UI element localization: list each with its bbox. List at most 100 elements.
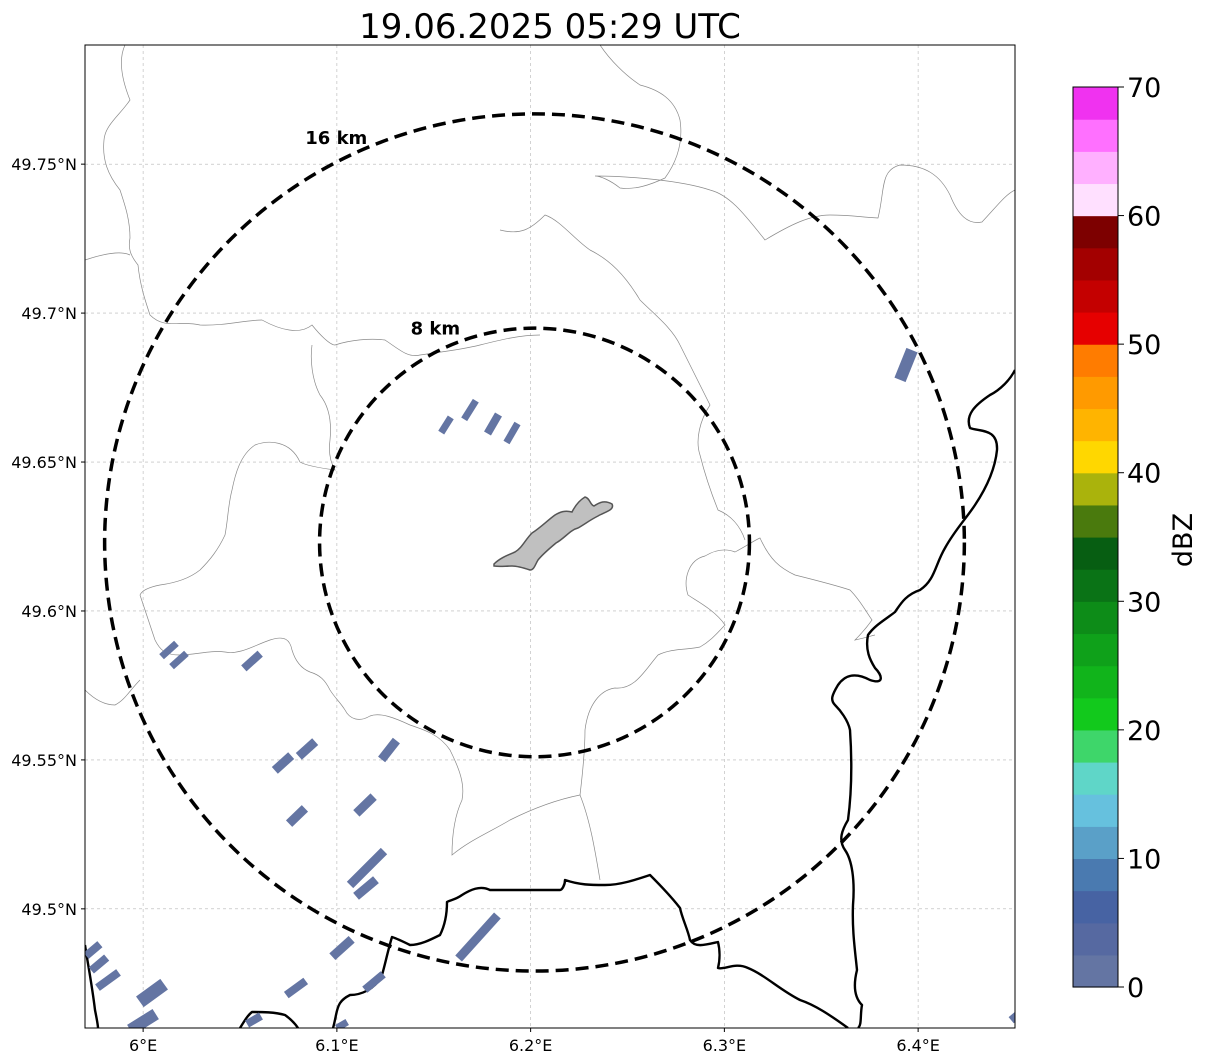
admin-boundaries bbox=[85, 45, 1015, 881]
city-area-polygon bbox=[493, 496, 614, 571]
lon-tick-label: 6.2°E bbox=[509, 1036, 553, 1055]
colorbar-band bbox=[1073, 954, 1118, 988]
admin-boundary-north bbox=[594, 45, 1015, 241]
radar-echo-cell bbox=[353, 793, 377, 817]
colorbar-label: dBZ bbox=[1168, 513, 1199, 567]
radar-echo-cell bbox=[245, 1012, 263, 1028]
colorbar-band bbox=[1073, 569, 1118, 602]
map-panel: 8 km 16 km 6°E 6.1°E 6.2°E 6.3°E 6.4°E 49.75°… bbox=[11, 44, 1016, 1055]
range-ring-label: 8 km bbox=[411, 318, 461, 339]
border-east bbox=[830, 369, 1015, 1028]
range-ring-8km bbox=[317, 326, 752, 759]
map-features bbox=[85, 45, 1015, 1028]
colorbar-ticks: 0 10 20 30 40 50 60 70 bbox=[1118, 73, 1161, 1004]
latitude-ticks: 49.75°N 49.7°N 49.65°N 49.6°N 49.55°N 49.5°N bbox=[11, 155, 85, 919]
radar-echo-cell bbox=[169, 650, 189, 670]
colorbar-band bbox=[1073, 183, 1118, 217]
colorbar-band bbox=[1073, 729, 1118, 763]
radar-echo-cell bbox=[335, 1018, 349, 1028]
map-frame bbox=[84, 44, 1016, 1029]
map-title: 19.06.2025 05:29 UTC bbox=[359, 7, 741, 47]
colorbar-tick-label: 10 bbox=[1127, 844, 1161, 875]
colorbar-band bbox=[1073, 279, 1118, 313]
radar-echoes bbox=[85, 347, 1015, 1028]
border-south bbox=[331, 873, 849, 1028]
lat-tick-label: 49.6°N bbox=[21, 602, 77, 621]
radar-echo-cell bbox=[484, 412, 502, 436]
colorbar-band bbox=[1073, 858, 1118, 892]
lon-tick-label: 6°E bbox=[129, 1036, 157, 1055]
colorbar-band bbox=[1073, 794, 1118, 827]
admin-boundary-southeast bbox=[579, 537, 876, 796]
radar-echo-cell bbox=[894, 347, 918, 383]
colorbar-band bbox=[1073, 312, 1118, 345]
colorbar-tick-label: 20 bbox=[1127, 716, 1161, 747]
colorbar-band bbox=[1073, 826, 1118, 860]
admin-boundary-west-lower bbox=[85, 252, 131, 261]
colorbar-tick-label: 40 bbox=[1127, 459, 1161, 490]
range-ring-label: 16 km bbox=[305, 128, 367, 149]
radar-echo-cell bbox=[127, 1008, 159, 1028]
colorbar-tick-label: 30 bbox=[1127, 587, 1161, 618]
colorbar-band bbox=[1073, 601, 1118, 635]
colorbar-band bbox=[1073, 440, 1118, 474]
radar-echo-cell bbox=[285, 805, 309, 827]
radar-echo-cell bbox=[438, 415, 454, 435]
radar-echo-cell bbox=[136, 978, 168, 1008]
radar-echo-cell bbox=[1008, 1010, 1015, 1024]
lon-tick-label: 6.4°E bbox=[896, 1036, 940, 1055]
radar-echo-cell bbox=[353, 876, 379, 900]
radar-echo-cell bbox=[283, 977, 309, 999]
range-rings: 8 km 16 km bbox=[102, 112, 967, 973]
radar-echo-cell bbox=[159, 640, 179, 660]
radar-echo-cell bbox=[241, 650, 263, 672]
radar-echo-cell bbox=[455, 912, 501, 962]
colorbar-band bbox=[1073, 633, 1118, 667]
admin-boundary-central-1 bbox=[499, 214, 746, 541]
colorbar-tick-label: 50 bbox=[1127, 330, 1161, 361]
admin-boundary-far-west bbox=[85, 679, 141, 706]
admin-boundary-central-3 bbox=[139, 344, 336, 596]
colorbar-frame bbox=[1072, 86, 1119, 988]
colorbar-band bbox=[1073, 87, 1118, 120]
colorbar-band bbox=[1073, 537, 1118, 570]
admin-boundary-southwest bbox=[139, 594, 601, 881]
radar-echo-cell bbox=[295, 738, 319, 760]
colorbar-tick-label: 70 bbox=[1127, 73, 1161, 104]
colorbar-band bbox=[1073, 665, 1118, 699]
radar-echo-cell bbox=[503, 421, 521, 445]
radar-echo-cell bbox=[362, 971, 386, 993]
lat-tick-label: 49.75°N bbox=[11, 155, 77, 174]
lat-tick-label: 49.55°N bbox=[11, 751, 77, 770]
colorbar-bands bbox=[1073, 87, 1118, 988]
colorbar-band bbox=[1073, 215, 1118, 249]
colorbar-band bbox=[1073, 119, 1118, 152]
colorbar-band bbox=[1073, 247, 1118, 281]
lat-tick-label: 49.65°N bbox=[11, 453, 77, 472]
border-south-left bbox=[85, 944, 100, 1028]
colorbar-band bbox=[1073, 922, 1118, 956]
radar-echo-cell bbox=[85, 941, 103, 959]
admin-boundary-west bbox=[103, 45, 336, 346]
colorbar-band bbox=[1073, 376, 1118, 410]
colorbar-band bbox=[1073, 408, 1118, 442]
national-border bbox=[85, 369, 1015, 1028]
radar-echo-cell bbox=[95, 969, 121, 991]
longitude-ticks: 6°E 6.1°E 6.2°E 6.3°E 6.4°E bbox=[129, 1028, 940, 1055]
colorbar-band bbox=[1073, 697, 1118, 731]
colorbar-tick-label: 0 bbox=[1127, 973, 1144, 1004]
colorbar-band bbox=[1073, 151, 1118, 185]
border-south-mid bbox=[238, 1010, 299, 1028]
colorbar-band bbox=[1073, 472, 1118, 506]
colorbar-band bbox=[1073, 344, 1118, 377]
lon-tick-label: 6.1°E bbox=[315, 1036, 359, 1055]
colorbar-band bbox=[1073, 890, 1118, 924]
map-gridlines bbox=[85, 45, 1015, 1028]
range-ring-16km bbox=[102, 112, 967, 973]
radar-echo-cell bbox=[346, 847, 388, 889]
colorbar-band bbox=[1073, 762, 1118, 795]
lon-tick-label: 6.3°E bbox=[703, 1036, 747, 1055]
radar-echo-cell bbox=[378, 737, 400, 763]
lat-tick-label: 49.5°N bbox=[21, 900, 77, 919]
